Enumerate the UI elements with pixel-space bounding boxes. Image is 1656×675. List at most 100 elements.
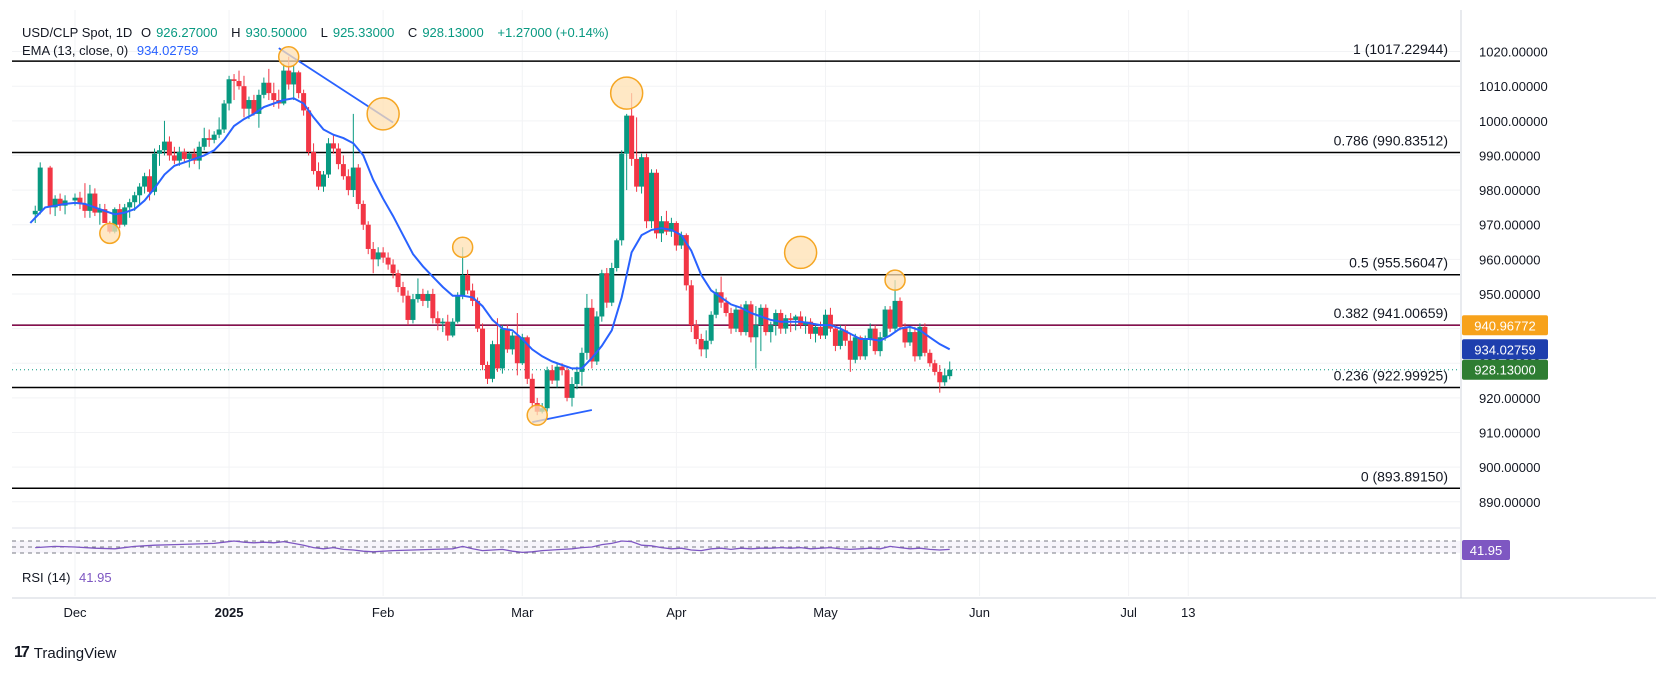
candle-up: [917, 326, 923, 357]
symbol-name[interactable]: USD/CLP Spot, 1D: [22, 25, 133, 40]
candle-up: [554, 366, 560, 381]
fib-level-label: 0.236 (922.99925): [1334, 367, 1448, 383]
candle-down: [937, 371, 943, 383]
candle-up: [142, 176, 148, 187]
candle-down: [306, 110, 312, 152]
candle-up: [350, 167, 356, 191]
candle-down: [589, 307, 595, 362]
time-tick-label: Dec: [63, 605, 87, 620]
candle-down: [296, 72, 302, 94]
close-label: C: [407, 25, 418, 40]
price-tag-box: [1462, 359, 1548, 380]
price-tag-box: [1462, 339, 1548, 360]
ema-legend[interactable]: EMA (13, close, 0) 934.02759: [22, 43, 203, 58]
candle-down: [400, 287, 406, 296]
rsi-legend[interactable]: RSI (14) 41.95: [22, 570, 117, 585]
candle-up: [942, 375, 948, 383]
candle-up: [733, 309, 739, 329]
candle-down: [435, 318, 441, 324]
candle-down: [330, 143, 336, 149]
candle-up: [375, 252, 381, 260]
candle-down: [82, 203, 88, 211]
candle-up: [773, 313, 779, 326]
price-tick-label: 910.00000: [1479, 425, 1540, 440]
candle-down: [688, 285, 694, 326]
candle-up: [783, 318, 789, 329]
fib-level-label: 0.382 (941.00659): [1334, 305, 1448, 321]
candle-up: [201, 138, 207, 147]
low-label: L: [320, 25, 328, 40]
candle-down: [524, 337, 530, 379]
price-tick-label: 990.00000: [1479, 148, 1540, 163]
candle-up: [678, 235, 684, 246]
candle-up: [867, 328, 873, 339]
candle-up: [753, 325, 759, 338]
candle-up: [325, 143, 331, 175]
candle-down: [241, 86, 247, 109]
candle-down: [485, 364, 491, 379]
candle-up: [410, 299, 416, 320]
highlight-circle-marker: [526, 404, 548, 426]
candle-down: [77, 197, 83, 204]
candle-up: [321, 174, 326, 187]
ohlc-open: O 926.27000: [141, 25, 226, 40]
candle-down: [673, 222, 679, 246]
brand-name: TradingView: [33, 644, 117, 662]
candle-down: [370, 248, 376, 260]
candle-up: [489, 344, 495, 379]
time-tick-label: Feb: [372, 605, 394, 620]
candle-up: [455, 295, 461, 322]
candle-up: [862, 338, 868, 357]
time-tick-label: May: [813, 605, 838, 620]
candle-up: [579, 352, 585, 372]
candle-up: [226, 79, 232, 104]
candle-down: [529, 378, 535, 404]
candle-down: [206, 138, 212, 140]
candle-down: [286, 70, 292, 85]
highlight-markers[interactable]: [99, 46, 906, 426]
candle-up: [256, 94, 262, 114]
candle-down: [166, 141, 172, 156]
symbol-legend: USD/CLP Spot, 1D O 926.27000 H 930.50000 L…: [22, 25, 614, 40]
fib-level-label: 0.5 (955.56047): [1349, 255, 1448, 271]
price-tags: 940.96772 934.02759 928.13000 41.95: [1462, 315, 1548, 560]
rsi-tag-box: [1462, 540, 1510, 560]
candle-down: [266, 82, 272, 94]
candle-down: [395, 273, 401, 288]
candle-down: [430, 293, 436, 319]
candle-down: [808, 321, 814, 334]
candle-down: [847, 340, 853, 360]
candle-up: [584, 307, 590, 353]
candle-down: [504, 328, 510, 350]
price-tick-label: 890.00000: [1479, 495, 1540, 510]
price-tag-box: [1462, 315, 1548, 336]
fib-level-label: 0 (893.89150): [1361, 468, 1448, 484]
price-tick-label: 980.00000: [1479, 183, 1540, 198]
candle-down: [922, 326, 928, 353]
candle-down: [181, 151, 187, 159]
candle-up: [281, 70, 287, 104]
time-tick-label: Mar: [511, 605, 534, 620]
candle-up: [649, 172, 655, 222]
candle-down: [663, 221, 669, 232]
candle-up: [852, 337, 858, 360]
candle-up: [837, 330, 843, 346]
candle-up: [211, 134, 217, 140]
candle-up: [97, 209, 103, 213]
candle-up: [599, 273, 605, 317]
candle-down: [887, 309, 893, 329]
candle-down: [147, 176, 153, 192]
candle-up: [544, 370, 550, 409]
time-axis[interactable]: Dec 2025 Feb Mar Apr May Jun Jul 13: [12, 597, 1656, 620]
candle-down: [47, 167, 53, 208]
footer-branding[interactable]: 17 TradingView: [14, 644, 116, 662]
tradingview-logo-icon: 17: [14, 644, 30, 661]
ohlc-high: H 930.50000: [231, 25, 315, 40]
candle-down: [897, 300, 903, 327]
rsi-value: 41.95: [79, 570, 112, 585]
candle-down: [832, 328, 838, 346]
candle-up: [52, 198, 58, 208]
candle-up: [877, 337, 883, 352]
price-tag-label: 934.02759: [1474, 342, 1535, 357]
